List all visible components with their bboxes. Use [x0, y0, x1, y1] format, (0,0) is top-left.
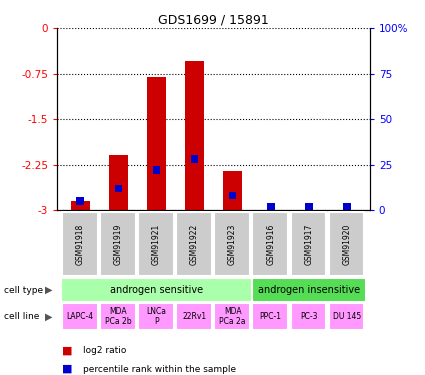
Text: percentile rank within the sample: percentile rank within the sample [83, 364, 236, 374]
Bar [252, 212, 288, 276]
Bar [100, 303, 136, 330]
Bar [214, 303, 250, 330]
Bar [176, 212, 212, 276]
Text: DU 145: DU 145 [333, 312, 361, 321]
Text: GSM91919: GSM91919 [114, 223, 123, 265]
Bar [305, 203, 313, 210]
Bar [138, 212, 174, 276]
Text: androgen sensitive: androgen sensitive [110, 285, 203, 295]
Text: GSM91922: GSM91922 [190, 224, 199, 265]
Title: GDS1699 / 15891: GDS1699 / 15891 [158, 14, 269, 27]
Bar [343, 203, 351, 210]
Text: GSM91918: GSM91918 [76, 224, 85, 265]
Text: cell type: cell type [4, 286, 43, 295]
Text: GSM91917: GSM91917 [304, 223, 313, 265]
Bar [114, 184, 122, 192]
Bar [329, 212, 364, 276]
Bar [229, 192, 236, 199]
Text: ■: ■ [62, 345, 72, 355]
Bar [138, 303, 174, 330]
Bar [62, 212, 98, 276]
Bar [252, 278, 366, 302]
Text: MDA
PCa 2b: MDA PCa 2b [105, 307, 132, 326]
Bar [252, 303, 288, 330]
Bar [100, 212, 136, 276]
Text: log2 ratio: log2 ratio [83, 346, 126, 355]
Text: cell line: cell line [4, 312, 40, 321]
Bar [223, 171, 242, 210]
Bar [76, 197, 84, 204]
Text: ■: ■ [62, 364, 72, 374]
Text: GSM91921: GSM91921 [152, 224, 161, 265]
Bar [191, 155, 198, 163]
Text: GSM91923: GSM91923 [228, 223, 237, 265]
Bar [176, 303, 212, 330]
Text: LNCa
P: LNCa P [147, 307, 167, 326]
Bar [329, 303, 364, 330]
Text: LAPC-4: LAPC-4 [67, 312, 94, 321]
Text: 22Rv1: 22Rv1 [182, 312, 207, 321]
Bar [291, 212, 326, 276]
Bar [267, 203, 275, 210]
Text: androgen insensitive: androgen insensitive [258, 285, 360, 295]
Bar [185, 62, 204, 210]
Bar [153, 166, 160, 174]
Bar [291, 303, 326, 330]
Text: ▶: ▶ [45, 312, 53, 321]
Bar [147, 76, 166, 210]
Text: PC-3: PC-3 [300, 312, 317, 321]
Bar [61, 278, 252, 302]
Bar [214, 212, 250, 276]
Bar [71, 201, 90, 210]
Text: GSM91916: GSM91916 [266, 223, 275, 265]
Text: GSM91920: GSM91920 [343, 223, 351, 265]
Bar [62, 303, 98, 330]
Text: PPC-1: PPC-1 [260, 312, 282, 321]
Bar [109, 155, 128, 210]
Text: MDA
PCa 2a: MDA PCa 2a [219, 307, 246, 326]
Text: ▶: ▶ [45, 285, 53, 295]
